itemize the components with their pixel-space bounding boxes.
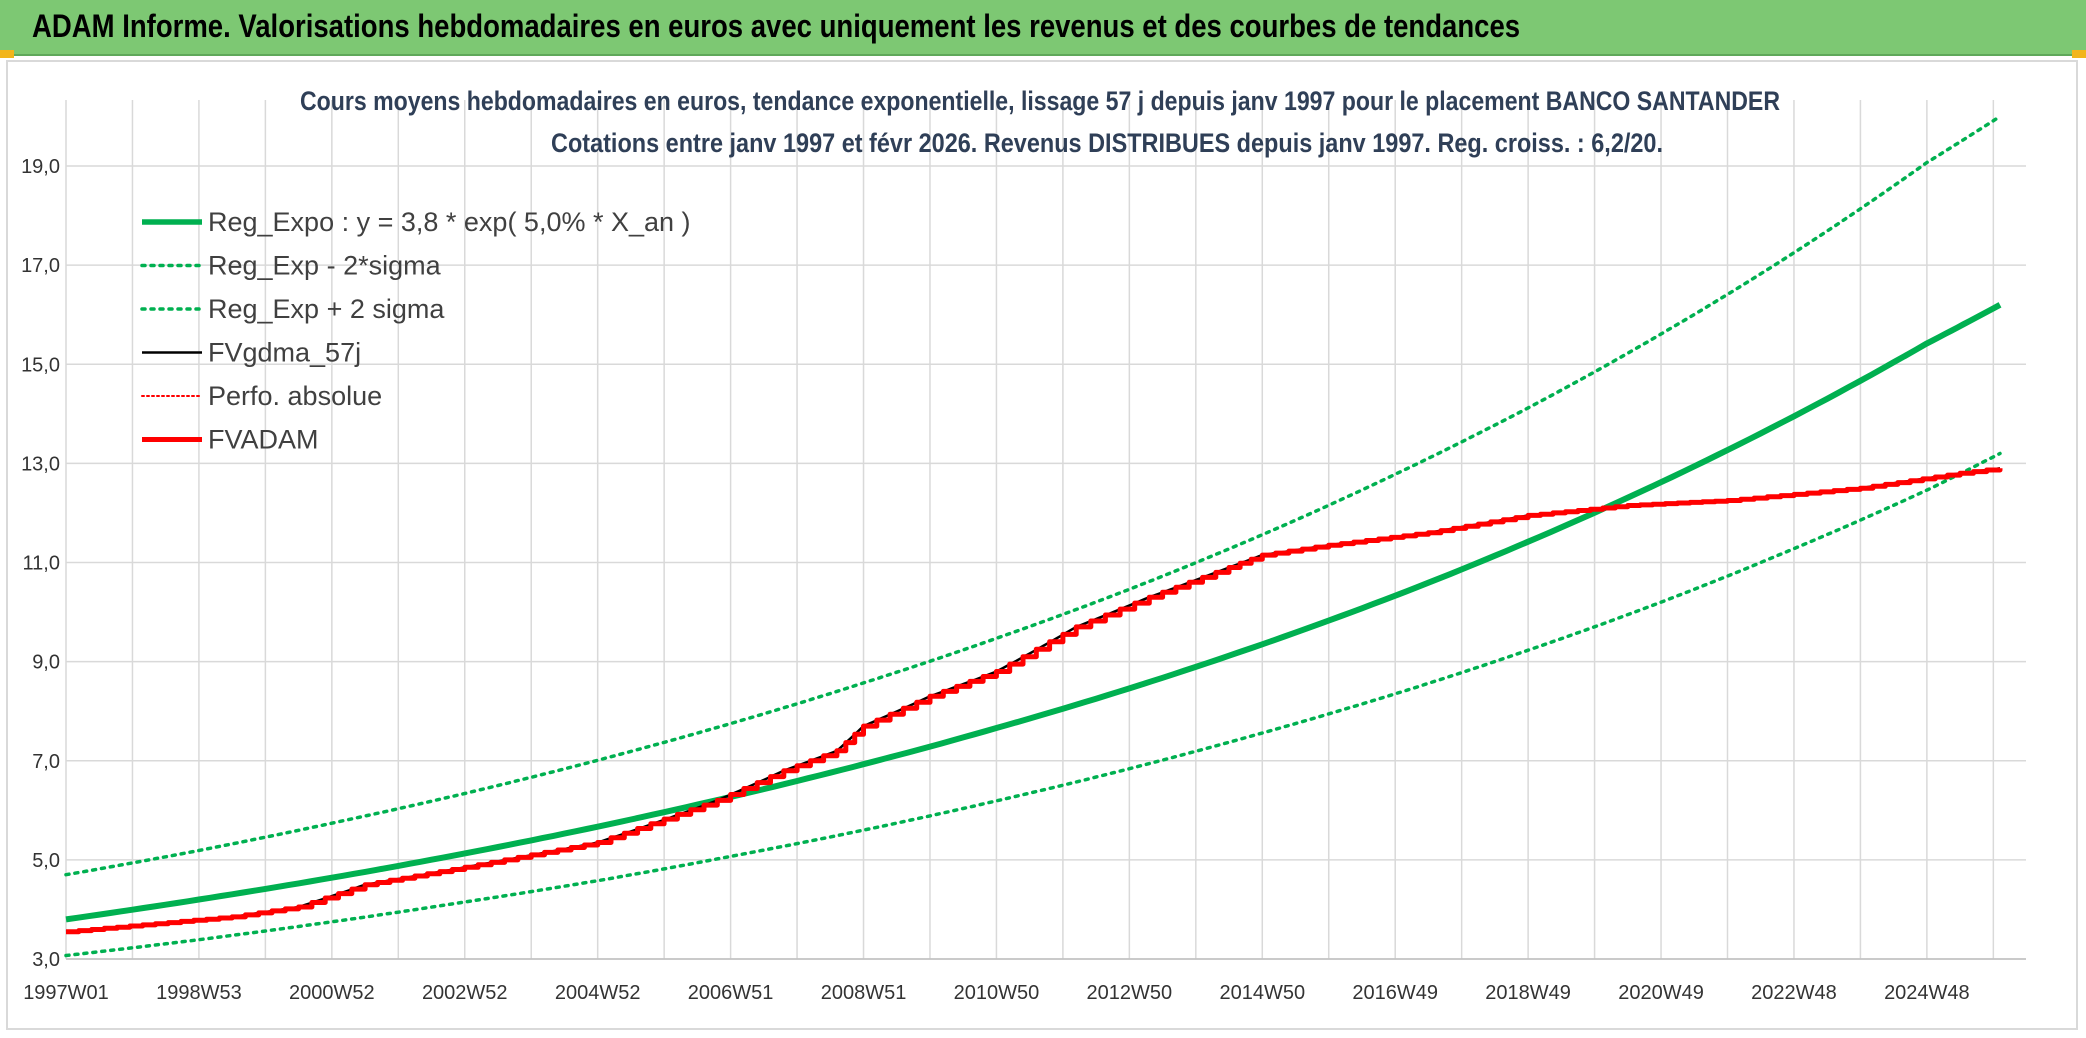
y-tick-label: 3,0 xyxy=(32,949,60,971)
series-line-reg-expo-y-3-8-exp-5-0-x-an xyxy=(65,302,2002,923)
x-tick-label: 2022W48 xyxy=(1751,982,1837,1004)
legend-label-reg-expo-y-3-8-exp-5-0-x-an: Reg_Expo : y = 3,8 * exp( 5,0% * X_an ) xyxy=(208,207,691,237)
x-tick-label: 2016W49 xyxy=(1352,982,1438,1004)
chart-title: Cours moyens hebdomadaires en euros, ten… xyxy=(300,86,1780,116)
legend-label-fvgdma-57j: FVgdma_57j xyxy=(208,338,361,368)
legend-label-perfo-absolue: Perfo. absolue xyxy=(208,381,382,411)
x-tick-label: 2004W52 xyxy=(555,982,641,1004)
x-tick-label: 2006W51 xyxy=(688,982,774,1004)
x-tick-label: 2002W52 xyxy=(422,982,508,1004)
grid xyxy=(65,100,2026,960)
chart-subtitle: Cotations entre janv 1997 et févr 2026. … xyxy=(551,128,1663,158)
y-tick-label: 19,0 xyxy=(21,156,60,178)
y-tick-label: 13,0 xyxy=(21,453,60,475)
y-tick-label: 17,0 xyxy=(21,255,60,277)
x-tick-label: 2024W48 xyxy=(1884,982,1970,1004)
legend-label-reg-exp-2-sigma: Reg_Exp + 2 sigma xyxy=(208,294,445,324)
x-tick-label: 2014W50 xyxy=(1219,982,1305,1004)
x-tick-label: 2018W49 xyxy=(1485,982,1571,1004)
series-group xyxy=(64,114,2003,958)
x-tick-label: 2010W50 xyxy=(954,982,1040,1004)
axis-ticks: 3,0 5,0 7,0 9,0 11,0 13,0 15,0 17,0 19,0 1997W01 1… xyxy=(21,156,1970,1004)
series-line-fvadam xyxy=(66,467,2003,935)
header-banner: ADAM Informe. Valorisations hebdomadaire… xyxy=(0,0,2086,56)
y-tick-label: 11,0 xyxy=(23,553,60,575)
x-tick-label: 1998W53 xyxy=(156,982,242,1004)
chart-frame xyxy=(6,60,2078,1030)
x-tick-label: 1997W01 xyxy=(23,982,109,1004)
legend-label-reg-exp-2-sigma: Reg_Exp - 2*sigma xyxy=(208,251,442,281)
page-title: ADAM Informe. Valorisations hebdomadaire… xyxy=(32,8,1521,44)
y-tick-label: 5,0 xyxy=(32,850,60,872)
y-tick-label: 7,0 xyxy=(32,751,60,773)
corner-accent-left xyxy=(0,50,14,58)
x-tick-label: 2012W50 xyxy=(1087,982,1173,1004)
x-tick-label: 2000W52 xyxy=(289,982,375,1004)
legend: Reg_Expo : y = 3,8 * exp( 5,0% * X_an ) R… xyxy=(140,207,691,455)
y-tick-label: 15,0 xyxy=(21,354,60,376)
x-tick-label: 2020W49 xyxy=(1618,982,1704,1004)
series-line-reg-exp-2-sigma xyxy=(64,451,2002,958)
y-tick-label: 9,0 xyxy=(32,652,60,674)
series-line-fvgdma-57j xyxy=(65,467,2001,933)
legend-label-fvadam: FVADAM xyxy=(208,425,319,455)
corner-accent-right xyxy=(2072,50,2086,58)
x-tick-label: 2008W51 xyxy=(821,982,907,1004)
